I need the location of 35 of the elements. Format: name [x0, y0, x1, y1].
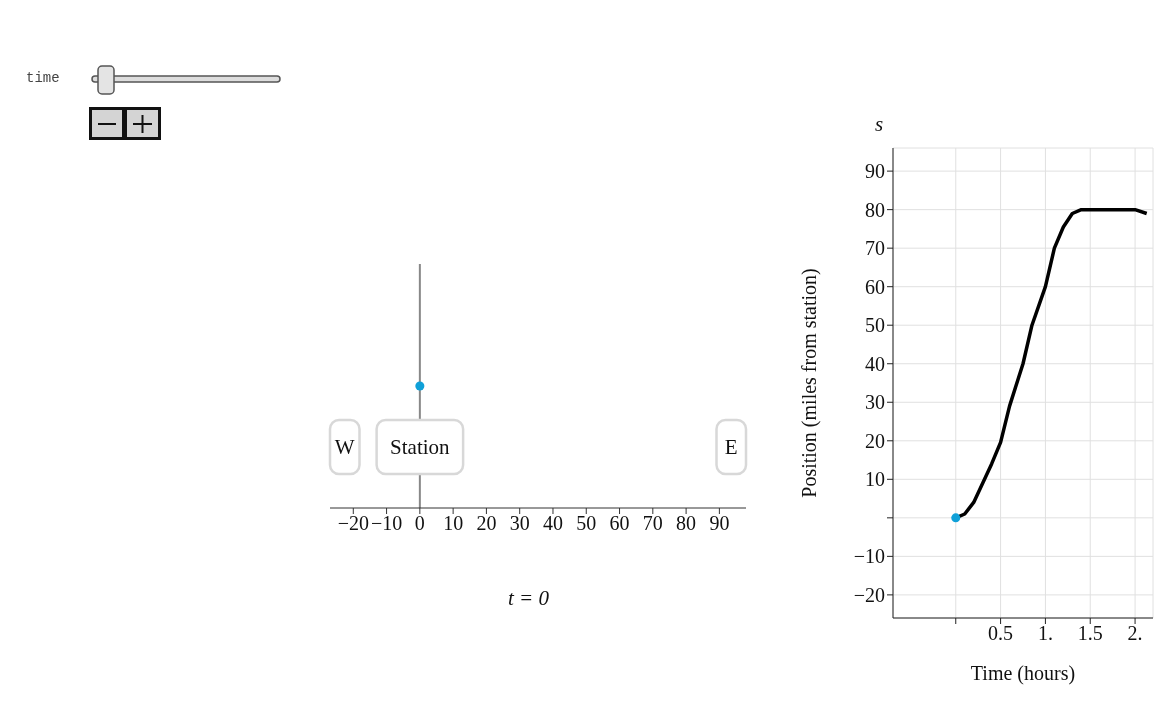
annotation: W [334, 435, 355, 459]
x-tick-label: 80 [676, 512, 697, 535]
x-tick-label: 10 [443, 512, 464, 535]
y-tick-label: 90 [865, 160, 885, 183]
x-tick-label: 0 [414, 512, 425, 535]
y-tick-label: 10 [865, 468, 885, 491]
y-tick-label: −20 [853, 583, 885, 606]
x-tick-label: 20 [476, 512, 497, 535]
x-tick-label: 60 [609, 512, 630, 535]
x-tick-label: 30 [509, 512, 530, 535]
text: time [26, 70, 60, 86]
y-axis-title: Position (miles from station) [798, 268, 822, 498]
y-tick-label: 80 [865, 198, 885, 221]
y-tick-label: 50 [865, 314, 885, 337]
x-tick-label: 0.5 [988, 622, 1014, 645]
annotation: Station [390, 435, 451, 459]
y-tick-label: 40 [865, 352, 885, 375]
y-tick-label: 60 [865, 275, 885, 298]
y-tick-label: 30 [865, 391, 885, 414]
x-tick-label: 1.5 [1077, 622, 1103, 645]
y-tick-label: 70 [865, 237, 885, 260]
x-tick-label: 40 [542, 512, 563, 535]
x-tick-label: 90 [709, 512, 730, 535]
y-tick-label: −10 [853, 545, 885, 568]
x-tick-label: −20 [337, 512, 369, 535]
y-tick-label: 20 [865, 429, 885, 452]
x-tick-label: 70 [642, 512, 663, 535]
x-tick-label: 2. [1127, 622, 1143, 645]
x-tick-label: 50 [576, 512, 597, 535]
text: s [875, 112, 884, 137]
x-axis-title: Time (hours) [970, 662, 1076, 685]
x-tick-label: 1. [1037, 622, 1053, 645]
text: t = 0 [508, 586, 550, 611]
annotation: E [724, 435, 738, 459]
x-tick-label: −10 [370, 512, 403, 535]
